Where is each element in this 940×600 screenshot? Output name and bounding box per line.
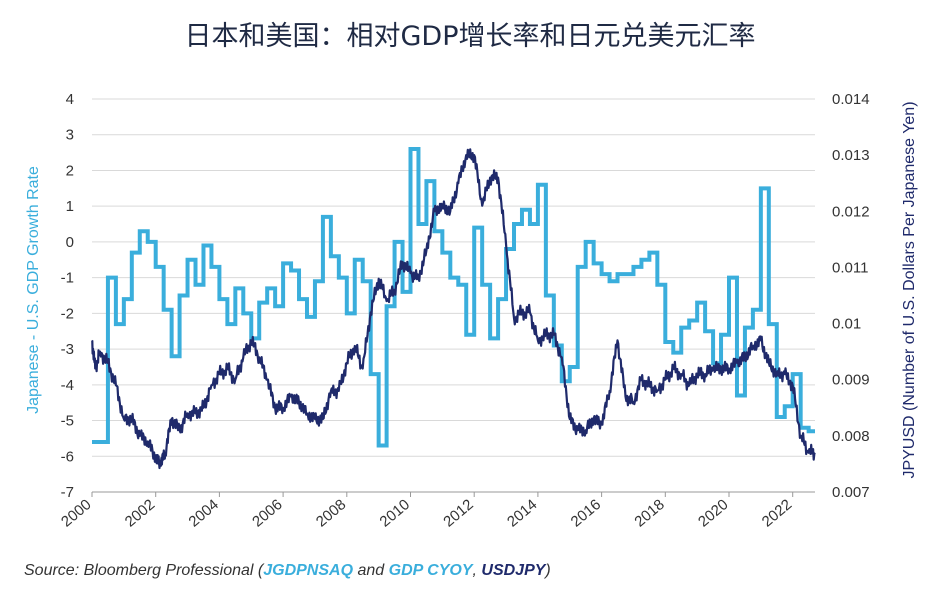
left-tick-label: -5 [61,413,74,430]
left-tick-label: -4 [61,377,74,394]
grid [92,98,815,493]
x-tick-label: 2006 [249,496,285,530]
x-tick-label: 2018 [631,496,667,530]
x-tick-label: 2016 [568,496,604,530]
left-tick-label: 1 [66,198,74,215]
right-axis-label: JPYUSD (Number of U.S. Dollars Per Japan… [901,101,918,478]
left-tick-label: -6 [61,448,74,465]
source-comma: , [472,562,482,579]
left-tick-label: -2 [61,305,74,322]
x-tick-label: 2010 [377,496,413,530]
left-tick-label: -3 [61,341,74,358]
x-tick-label: 2014 [504,496,540,530]
left-tick-label: -1 [61,270,74,287]
source-prefix: Source: Bloomberg Professional ( [24,562,264,579]
left-tick-label: -7 [61,484,74,501]
x-axis-ticks: 2000 2002 2004 2006 2008 2010 2012 2014 2016 2018… [58,492,795,531]
right-tick-label: 0.013 [832,147,870,164]
left-tick-label: 2 [66,162,74,179]
x-tick-label: 2002 [122,496,158,530]
series-layer [91,147,816,470]
gdp-growth-line [92,147,815,448]
x-tick-label: 2012 [440,496,476,530]
x-tick-label: 2022 [759,496,795,530]
left-tick-label: 4 [66,91,74,108]
left-tick-label: 0 [66,234,74,251]
right-tick-label: 0.01 [832,316,861,333]
source-code-jgdpnsaq: JGDPNSAQ [263,562,354,579]
left-axis-ticks: 4 3 2 1 0 -1 -2 -3 -4 -5 -6 -7 [61,91,74,501]
left-axis-label: Japanese - U.S. GDP Growth Rate [25,166,42,414]
jpyusd-line [91,148,816,470]
right-tick-label: 0.011 [832,259,868,276]
x-tick-label: 2008 [313,496,349,530]
right-tick-label: 0.009 [832,372,870,389]
right-tick-label: 0.012 [832,203,870,220]
source-code-gdp-cyoy: GDP CYOY [388,562,473,579]
left-tick-label: 3 [66,127,74,144]
right-axis-ticks: 0.014 0.013 0.012 0.011 0.01 0.009 0.008 0.007 [832,91,870,501]
source-suffix: ) [545,562,551,579]
source-note: Source: Bloomberg Professional (JGDPNSAQ… [24,562,551,580]
x-tick-label: 2020 [695,496,731,530]
chart-title: 日本和美国：相对GDP增长率和日元兑美元汇率 [184,21,756,52]
x-tick-label: 2004 [185,496,221,530]
right-tick-label: 0.008 [832,428,870,445]
right-tick-label: 0.007 [832,484,870,501]
x-tick-label: 2000 [58,496,94,530]
source-and: and [353,562,389,579]
source-code-usdjpy: USDJPY [481,562,546,579]
right-tick-label: 0.014 [832,91,870,108]
